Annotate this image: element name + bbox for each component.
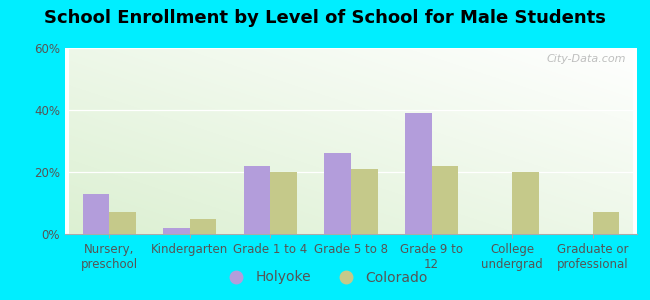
Bar: [163, 228, 190, 234]
Bar: [324, 153, 351, 234]
Bar: [593, 212, 619, 234]
Bar: [109, 212, 136, 234]
Bar: [270, 172, 297, 234]
Legend: Holyoke, Colorado: Holyoke, Colorado: [216, 265, 434, 290]
Text: City-Data.com: City-Data.com: [546, 54, 625, 64]
Bar: [190, 218, 216, 234]
Bar: [405, 113, 432, 234]
Bar: [83, 194, 109, 234]
Bar: [244, 166, 270, 234]
Text: School Enrollment by Level of School for Male Students: School Enrollment by Level of School for…: [44, 9, 606, 27]
Bar: [512, 172, 539, 234]
Bar: [432, 166, 458, 234]
Bar: [351, 169, 378, 234]
